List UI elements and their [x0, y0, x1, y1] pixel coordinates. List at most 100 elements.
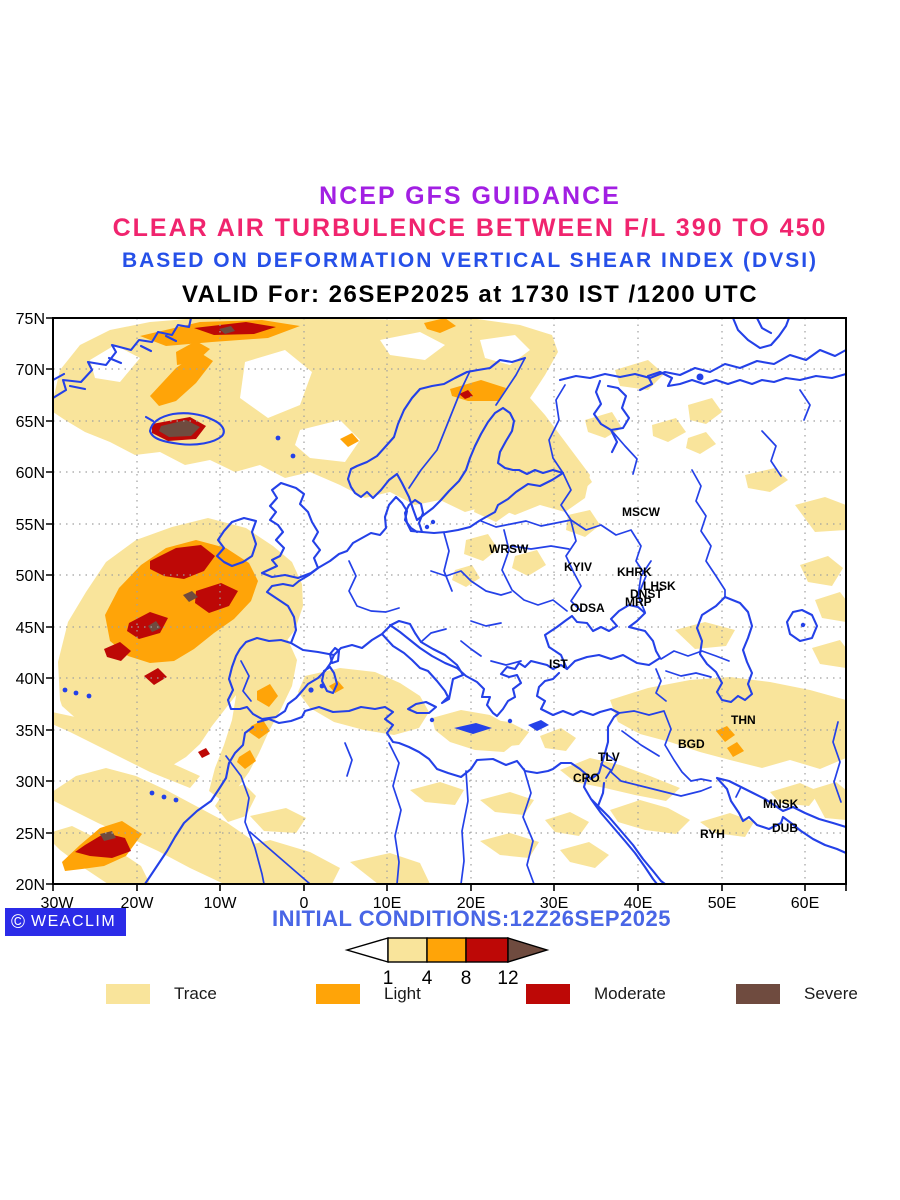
lat-axis-labels: 75N 70N 65N 60N 55N 50N 45N 40N 35N 30N …: [16, 311, 45, 894]
map-frame: [46, 317, 847, 891]
coast-arctic-ne: [638, 316, 848, 392]
svg-text:25N: 25N: [16, 826, 45, 843]
svg-text:75N: 75N: [16, 311, 45, 328]
legend-label-moderate: Moderate: [594, 984, 666, 1003]
svg-text:4: 4: [422, 968, 433, 989]
city-ryh: RYH: [700, 827, 725, 841]
legend-label-trace: Trace: [174, 984, 217, 1003]
svg-text:40N: 40N: [16, 671, 45, 688]
city-kyiv: KYIV: [564, 560, 592, 574]
legend-item-severe: Severe: [736, 984, 858, 1004]
city-khrk: KHRK: [617, 565, 652, 579]
svg-text:45N: 45N: [16, 620, 45, 637]
scale-right-arrow: [507, 937, 550, 963]
turbulence-map: MSCW WRSW KYIV KHRK LHSK DNST MRP ODSA I…: [16, 311, 848, 912]
city-mrp: MRP: [625, 595, 652, 609]
weaclim-label: WEACLIM: [31, 913, 117, 930]
legend-label-severe: Severe: [804, 984, 858, 1003]
legend-swatch-trace: [106, 984, 150, 1004]
svg-text:8: 8: [461, 968, 472, 989]
coast-scandinavia: [346, 356, 565, 522]
title-dvsi: BASED ON DEFORMATION VERTICAL SHEAR INDE…: [121, 249, 819, 272]
svg-text:35N: 35N: [16, 723, 45, 740]
legend-swatch-light: [316, 984, 360, 1004]
coastlines: [51, 316, 848, 886]
city-thn: THN: [731, 713, 756, 727]
city-tlv: TLV: [598, 750, 620, 764]
initial-conditions: INITIAL CONDITIONS:12Z26SEP2025: [272, 906, 671, 931]
coast-persian-gulf: [715, 776, 848, 855]
coast-blacksea: [543, 603, 662, 671]
legend-item-trace: Trace: [106, 984, 217, 1004]
svg-text:70N: 70N: [16, 362, 45, 379]
svg-text:55N: 55N: [16, 517, 45, 534]
city-dnst: DNST: [630, 587, 663, 601]
svg-text:10W: 10W: [204, 895, 238, 912]
coast-sinai-redsea: [582, 774, 667, 886]
title-valid: VALID For: 26SEP2025 at 1730 IST /1200 U…: [181, 281, 759, 308]
coast-britain: [260, 481, 322, 580]
legend-item-light: Light: [316, 984, 421, 1004]
borders-africa-mideast: [225, 650, 842, 885]
svg-text:20N: 20N: [16, 877, 45, 894]
svg-text:60E: 60E: [791, 895, 819, 912]
city-lhsk: LHSK: [643, 579, 676, 593]
svg-text:65N: 65N: [16, 414, 45, 431]
svg-text:50E: 50E: [708, 895, 736, 912]
coast-baltic-south: [420, 471, 565, 535]
svg-text:0: 0: [300, 895, 309, 912]
coast-italy-med: [332, 619, 465, 705]
city-cro: CRO: [573, 771, 600, 785]
svg-text:30W: 30W: [41, 895, 75, 912]
color-scale: 1 4 8 12: [344, 937, 550, 989]
svg-text:30N: 30N: [16, 774, 45, 791]
svg-text:40E: 40E: [624, 895, 652, 912]
coast-sicily: [406, 700, 438, 715]
copyright-icon: ©: [11, 911, 25, 933]
svg-text:50N: 50N: [16, 568, 45, 585]
coast-iceland: [144, 412, 225, 446]
coast-denmark: [403, 498, 425, 534]
svg-text:30E: 30E: [540, 895, 568, 912]
city-mscw: MSCW: [622, 505, 661, 519]
legend-swatch-severe: [736, 984, 780, 1004]
coast-sardinia: [320, 665, 339, 695]
coast-corsica: [328, 646, 341, 665]
coast-morocco-wafrica: [143, 725, 255, 886]
city-mnsk: MNSK: [763, 797, 799, 811]
svg-text:1: 1: [383, 968, 394, 989]
svg-text:60N: 60N: [16, 465, 45, 482]
scale-left-arrow: [344, 937, 389, 963]
scale-seg-moderate: [465, 937, 509, 963]
legend-label-light: Light: [384, 984, 421, 1003]
city-bgd: BGD: [678, 737, 705, 751]
svg-text:20E: 20E: [457, 895, 485, 912]
svg-text:10E: 10E: [373, 895, 401, 912]
coast-caspian: [695, 595, 754, 704]
borders-europe: [240, 357, 647, 702]
city-odsa: ODSA: [570, 601, 605, 615]
coast-kola-whitesea: [558, 348, 848, 454]
coast-ireland: [215, 516, 258, 568]
islands: [62, 373, 806, 803]
city-labels: MSCW WRSW KYIV KHRK LHSK DNST MRP ODSA I…: [489, 505, 799, 841]
svg-text:12: 12: [497, 968, 518, 989]
coast-balkans-greece: [388, 623, 569, 718]
scale-tick-labels: 1 4 8 12: [383, 968, 519, 989]
lon-axis-labels: 30W 20W 10W 0 10E 20E 30E 40E 50E 60E: [41, 895, 820, 912]
legend-item-moderate: Moderate: [526, 984, 666, 1004]
city-wrsw: WRSW: [489, 542, 529, 556]
coast-france-channel: [265, 495, 419, 645]
rivers-russia: [565, 389, 811, 613]
coast-iberia: [226, 636, 336, 721]
coast-aral: [785, 608, 819, 643]
fill-layer-holes: [90, 332, 530, 462]
scale-seg-trace: [387, 937, 428, 963]
scale-seg-light: [426, 937, 467, 963]
city-ist: IST: [549, 657, 568, 671]
weaclim-badge: © WEACLIM: [5, 908, 127, 936]
city-dub: DUB: [772, 821, 798, 835]
title-ncep: NCEP GFS GUIDANCE: [319, 182, 621, 210]
coast-greenland: [51, 316, 193, 400]
